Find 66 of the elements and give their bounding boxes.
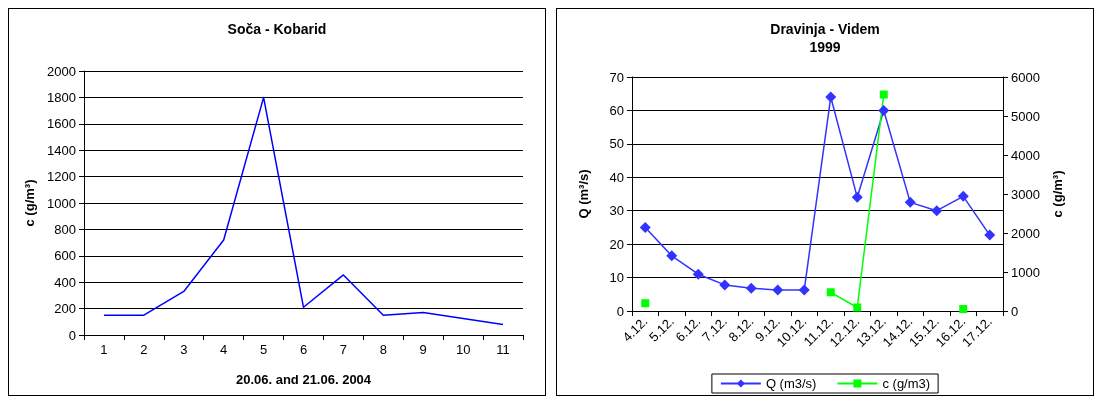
y-tick-label: 2000 [47, 63, 76, 79]
x-tick-label: 1 [100, 342, 108, 357]
point [984, 229, 996, 241]
point [692, 268, 704, 280]
x-tick-label: 11 [496, 342, 510, 357]
line-series [103, 96, 504, 326]
y-tick-label: 600 [54, 248, 76, 264]
y-tick-label: 1800 [47, 89, 76, 105]
x-tick-label: 8 [379, 342, 387, 357]
point [719, 279, 731, 291]
y-tick-label: 200 [54, 301, 76, 317]
point [639, 221, 651, 233]
y-tick-label: 30 [609, 203, 624, 219]
y2-tick-label: 1000 [1011, 264, 1040, 280]
point [851, 191, 863, 203]
point [641, 299, 650, 308]
y2-tick-label: 2000 [1011, 225, 1040, 241]
y-tick-label: 1000 [47, 195, 76, 211]
y2-tick-label: 0 [1011, 303, 1019, 319]
y-tick-label: 50 [609, 136, 624, 152]
point [825, 91, 837, 103]
x-tick-label: 9 [419, 342, 427, 357]
x-axis-title: 20.06. and 21.06. 2004 [235, 372, 372, 387]
point [772, 284, 784, 296]
chart-title: Dravinja - Videm [770, 21, 880, 37]
y-tick-label: 400 [54, 274, 76, 290]
y2-tick-label: 6000 [1011, 69, 1040, 85]
x-tick-label: 5 [259, 342, 268, 357]
y2-tick-label: 5000 [1011, 108, 1040, 124]
x-tick-label: 6 [299, 342, 308, 357]
point [904, 196, 916, 208]
point [853, 303, 862, 312]
point [745, 282, 757, 294]
x-tick-label: 3 [180, 342, 188, 357]
point [879, 90, 888, 99]
x-tick-label: 4 [220, 342, 228, 357]
x-tick-label: 10 [455, 342, 471, 357]
point [957, 190, 969, 202]
y2-tick-label: 3000 [1011, 186, 1040, 202]
legend-label: Q (m3/s) [765, 376, 817, 391]
point [959, 305, 968, 314]
y-tick-label: 20 [609, 236, 624, 252]
y-tick-label: 1600 [47, 116, 76, 132]
y-tick-label: 1200 [47, 169, 76, 185]
point [826, 288, 835, 297]
legend-label: c (g/m3) [882, 376, 931, 391]
x-tick-label: 2 [140, 342, 148, 357]
y-tick-label: 1400 [47, 142, 76, 158]
y-tick-label: 70 [609, 69, 624, 85]
y2-axis-title: c (g/m³) [1050, 170, 1065, 218]
y-axis-title: Q (m³/s) [576, 169, 591, 219]
y-tick-label: 10 [609, 270, 624, 286]
chart-subtitle: 1999 [809, 39, 841, 55]
y-tick-label: 0 [616, 303, 624, 319]
y-tick-label: 60 [609, 102, 624, 118]
x-tick-label: 7 [339, 342, 348, 357]
y2-tick-label: 4000 [1011, 147, 1040, 163]
point [931, 205, 943, 217]
y-axis-title: c (g/m³) [22, 179, 38, 227]
chart-title: Soča - Kobarid [227, 21, 327, 37]
point [666, 250, 678, 262]
y-tick-label: 800 [54, 221, 76, 237]
point [798, 284, 810, 296]
y-tick-label: 0 [68, 327, 76, 343]
y-tick-label: 40 [609, 169, 624, 185]
point [878, 104, 890, 116]
